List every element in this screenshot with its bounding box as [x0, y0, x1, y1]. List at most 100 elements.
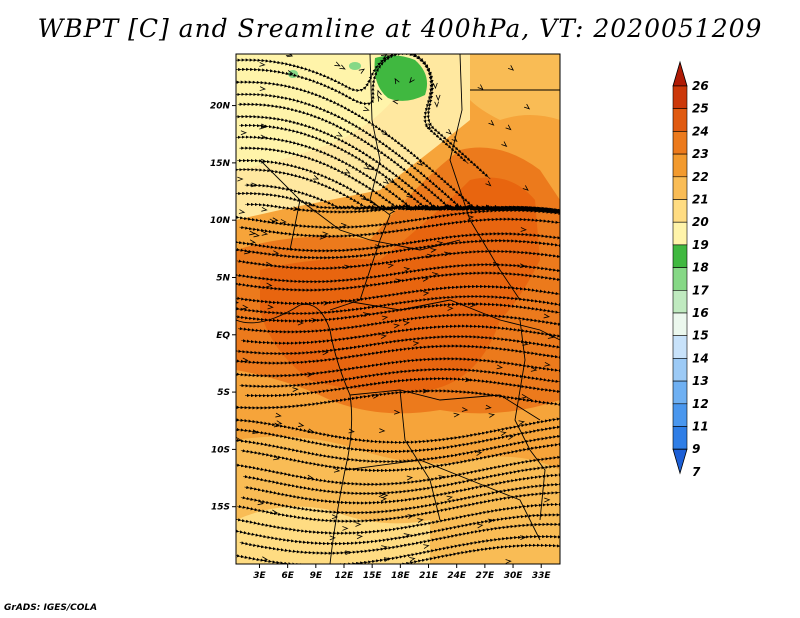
chart-title: WBPT [C] and Sreamline at 400hPa, VT: 20…: [37, 14, 763, 43]
colorbar-label: 9: [692, 442, 700, 456]
colorbar-segment: [672, 176, 688, 200]
streamline-arrow: [292, 387, 299, 393]
colorbar-segment: [672, 267, 688, 291]
streamline-arrow: [417, 518, 424, 523]
lon-tick-label: 9E: [310, 571, 323, 581]
streamline-arrow: [507, 435, 514, 440]
streamline-arrow: [307, 372, 314, 377]
streamline-arrow: [361, 195, 368, 201]
coastline-west: [236, 303, 353, 564]
streamline-arrow: [323, 300, 330, 306]
streamline-arrow: [475, 451, 483, 456]
streamline-arrow: [259, 62, 266, 67]
lat-tick-label: 10S: [211, 445, 230, 455]
streamline-arrow: [297, 320, 304, 326]
streamline-arrow: [394, 77, 400, 85]
streamline-arrow: [453, 412, 460, 418]
streamline-arrow: [389, 209, 396, 215]
streamline-arrow: [435, 94, 441, 102]
streamline-arrow: [261, 556, 269, 562]
colorbar-segment: [672, 335, 688, 359]
streamline-arrow: [348, 428, 355, 434]
streamline-arrow: [260, 123, 268, 129]
streamline-arrow: [422, 388, 430, 394]
streamline-arrow: [432, 82, 438, 90]
colorbar-label: 13: [692, 374, 709, 388]
streamline-arrow: [271, 509, 279, 515]
border-line-7: [399, 389, 441, 521]
streamline-arrow: [521, 393, 528, 399]
streamline-arrow: [307, 428, 315, 434]
streamline-arrow: [252, 429, 259, 435]
colorbar-label: 26: [692, 79, 709, 93]
streamline-arrow: [381, 545, 388, 550]
streamline-arrow: [244, 249, 251, 255]
streamline-arrow: [382, 178, 390, 185]
streamline-arrow: [344, 168, 351, 174]
field-green-small-2: [349, 62, 361, 70]
streamline-arrow: [238, 209, 246, 214]
streamline-arrow: [363, 106, 370, 111]
colorbar-top-arrow: [672, 60, 688, 87]
streamline-arrow: [389, 178, 396, 184]
streamline-arrow: [273, 455, 280, 461]
colorbar-label: 25: [692, 102, 709, 116]
streamline-arrow: [380, 54, 388, 60]
colorbar-label: 21: [692, 193, 709, 207]
colorbar-label: 11: [692, 420, 709, 434]
colorbar-segment: [672, 221, 688, 246]
streamline-arrow: [395, 278, 402, 284]
grads-credit: GrADS: IGES/COLA: [4, 603, 98, 613]
streamline-arrow: [237, 176, 244, 182]
streamline-arrow: [362, 312, 370, 317]
streamline-arrow: [416, 160, 423, 166]
streamline-arrow: [500, 431, 507, 436]
wbpt-field: [236, 54, 560, 564]
streamline-arrow: [275, 412, 282, 418]
streamline-arrow: [393, 409, 401, 415]
colorbar-label: 12: [692, 397, 709, 411]
streamline-arrow: [381, 315, 389, 321]
colorbar-label: 22: [692, 170, 709, 184]
streamline-arrow: [312, 175, 320, 180]
colorbar-segment: [672, 380, 688, 405]
streamline-arrow: [476, 523, 484, 529]
map-frame: [235, 53, 561, 565]
streamline-arrow: [236, 436, 242, 442]
colorbar-label: 15: [692, 329, 709, 343]
streamline-arrow: [249, 230, 256, 236]
streamline-arrow: [520, 227, 527, 232]
lon-tick-label: 24E: [447, 571, 467, 581]
streamline-arrow: [257, 500, 265, 506]
streamline-arrow: [522, 341, 529, 346]
streamline-arrow: [477, 84, 484, 91]
streamline-arrow: [403, 533, 411, 538]
lon-tick-label: 12E: [335, 571, 355, 581]
lon-tick-label: 33E: [532, 571, 552, 581]
colorbar-segment: [672, 358, 688, 382]
border-line-9: [299, 199, 461, 251]
colorbar-label: 23: [692, 147, 709, 161]
streamline-arrow: [236, 281, 240, 286]
streamline-arrow: [297, 422, 305, 428]
streamline-arrow: [496, 364, 503, 370]
colorbar-label: 16: [692, 306, 709, 320]
streamline-arrow: [311, 318, 318, 323]
streamline: [236, 543, 560, 564]
streamline-arrow: [447, 306, 454, 311]
colorbar-bottom-arrow: [672, 448, 688, 475]
streamline-arrow: [322, 231, 329, 237]
streamline-arrow: [383, 557, 391, 562]
streamline-arrow: [519, 263, 527, 269]
lat-tick-label: 5S: [217, 388, 230, 398]
streamline-arrow: [403, 267, 411, 272]
streamline-arrow: [393, 323, 400, 329]
lon-tick-label: 3E: [253, 571, 266, 581]
colorbar-label: 24: [692, 124, 709, 138]
streamline-arrow: [387, 263, 394, 269]
lon-tick-label: 21E: [419, 571, 439, 581]
streamline-arrow: [392, 99, 399, 105]
colorbar-label: 20: [692, 215, 709, 229]
streamline-arrow: [406, 475, 414, 481]
streamline-arrow: [358, 68, 365, 74]
